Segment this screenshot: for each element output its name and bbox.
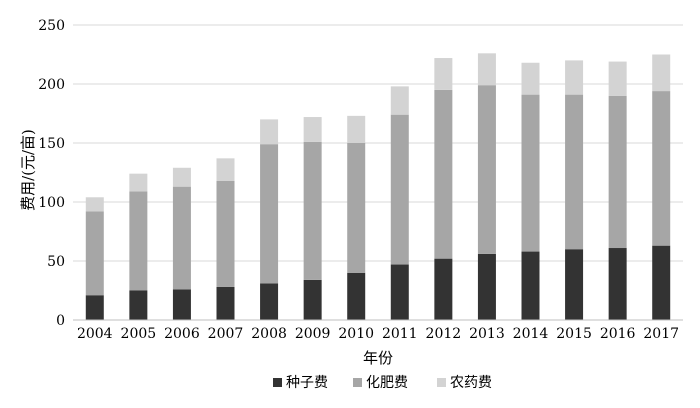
bar-segment-2-2014 (521, 94, 540, 252)
y-tick-label: 200 (38, 77, 65, 93)
bar-segment-3-2014 (521, 62, 540, 95)
bar-segment-2-2016 (608, 95, 627, 249)
x-tick-label: 2014 (513, 326, 549, 342)
legend-swatch-3 (437, 378, 446, 387)
y-tick-label: 0 (56, 313, 65, 329)
bar-segment-1-2004 (85, 295, 104, 320)
bar-segment-3-2016 (608, 61, 627, 96)
bar-segment-3-2017 (652, 54, 671, 92)
x-tick-label: 2007 (208, 326, 244, 342)
x-tick-label: 2010 (338, 326, 374, 342)
legend-label-2: 化肥费 (366, 375, 408, 391)
bar-segment-3-2013 (477, 53, 496, 86)
bar-segment-2-2006 (172, 186, 191, 290)
bar-segment-1-2017 (652, 245, 671, 320)
y-tick-labels: 0 50 100 150 200 250 (38, 18, 65, 329)
y-tick-label: 100 (38, 195, 65, 211)
x-tick-label: 2006 (164, 326, 200, 342)
bar-segment-3-2015 (565, 60, 584, 95)
bar-segment-3-2004 (85, 197, 104, 212)
x-tick-label: 2008 (251, 326, 287, 342)
bar-segment-2-2015 (565, 94, 584, 250)
legend-swatch-2 (353, 378, 362, 387)
bar-segment-1-2009 (303, 279, 322, 320)
legend-label-3: 农药费 (450, 375, 492, 391)
y-tick-label: 150 (38, 136, 65, 152)
bars (85, 53, 671, 320)
bar-segment-1-2012 (434, 258, 453, 320)
bar-segment-2-2005 (129, 191, 148, 291)
bar-segment-1-2010 (347, 272, 366, 320)
bar-segment-2-2009 (303, 141, 322, 280)
x-tick-label: 2004 (77, 326, 113, 342)
x-tick-label: 2009 (295, 326, 331, 342)
bar-segment-2-2017 (652, 91, 671, 246)
bar-segment-1-2008 (260, 283, 279, 320)
bar-segment-2-2012 (434, 89, 453, 259)
x-tick-label: 2013 (469, 326, 505, 342)
x-tick-label: 2015 (556, 326, 592, 342)
bar-segment-3-2012 (434, 58, 453, 90)
bar-segment-1-2007 (216, 286, 235, 320)
legend-label-1: 种子费 (286, 375, 328, 391)
bar-segment-1-2005 (129, 290, 148, 320)
y-tick-label: 50 (47, 254, 65, 270)
bar-segment-3-2005 (129, 173, 148, 192)
bar-segment-3-2011 (390, 86, 409, 115)
bar-segment-2-2010 (347, 143, 366, 273)
y-tick-label: 250 (38, 18, 65, 34)
bar-segment-3-2006 (172, 167, 191, 187)
x-tick-label: 2005 (121, 326, 157, 342)
legend-swatch-1 (273, 378, 282, 387)
gridlines (73, 24, 683, 262)
y-axis-title: 费用/(元/亩) (19, 129, 37, 211)
bar-segment-1-2015 (565, 249, 584, 320)
bar-segment-3-2009 (303, 117, 322, 142)
bar-segment-3-2007 (216, 158, 235, 181)
bar-segment-2-2008 (260, 144, 279, 284)
bar-segment-2-2011 (390, 114, 409, 265)
bar-segment-2-2013 (477, 85, 496, 254)
x-axis-title: 年份 (363, 349, 393, 367)
bar-segment-1-2006 (172, 289, 191, 320)
bar-segment-1-2014 (521, 251, 540, 320)
x-tick-label: 2016 (600, 326, 636, 342)
legend: 种子费 化肥费 农药费 (273, 375, 492, 391)
bar-segment-2-2004 (85, 211, 104, 296)
bar-segment-1-2016 (608, 248, 627, 320)
bar-segment-1-2011 (390, 264, 409, 320)
bar-segment-1-2013 (477, 253, 496, 320)
x-tick-label: 2012 (426, 326, 462, 342)
bar-segment-3-2008 (260, 119, 279, 145)
x-tick-label: 2017 (643, 326, 679, 342)
x-tick-label: 2011 (382, 326, 418, 342)
bar-segment-3-2010 (347, 115, 366, 143)
bar-segment-2-2007 (216, 180, 235, 287)
x-tick-labels: 2004 2005 2006 2007 2008 2009 2010 2011 2012 2013… (77, 326, 679, 342)
